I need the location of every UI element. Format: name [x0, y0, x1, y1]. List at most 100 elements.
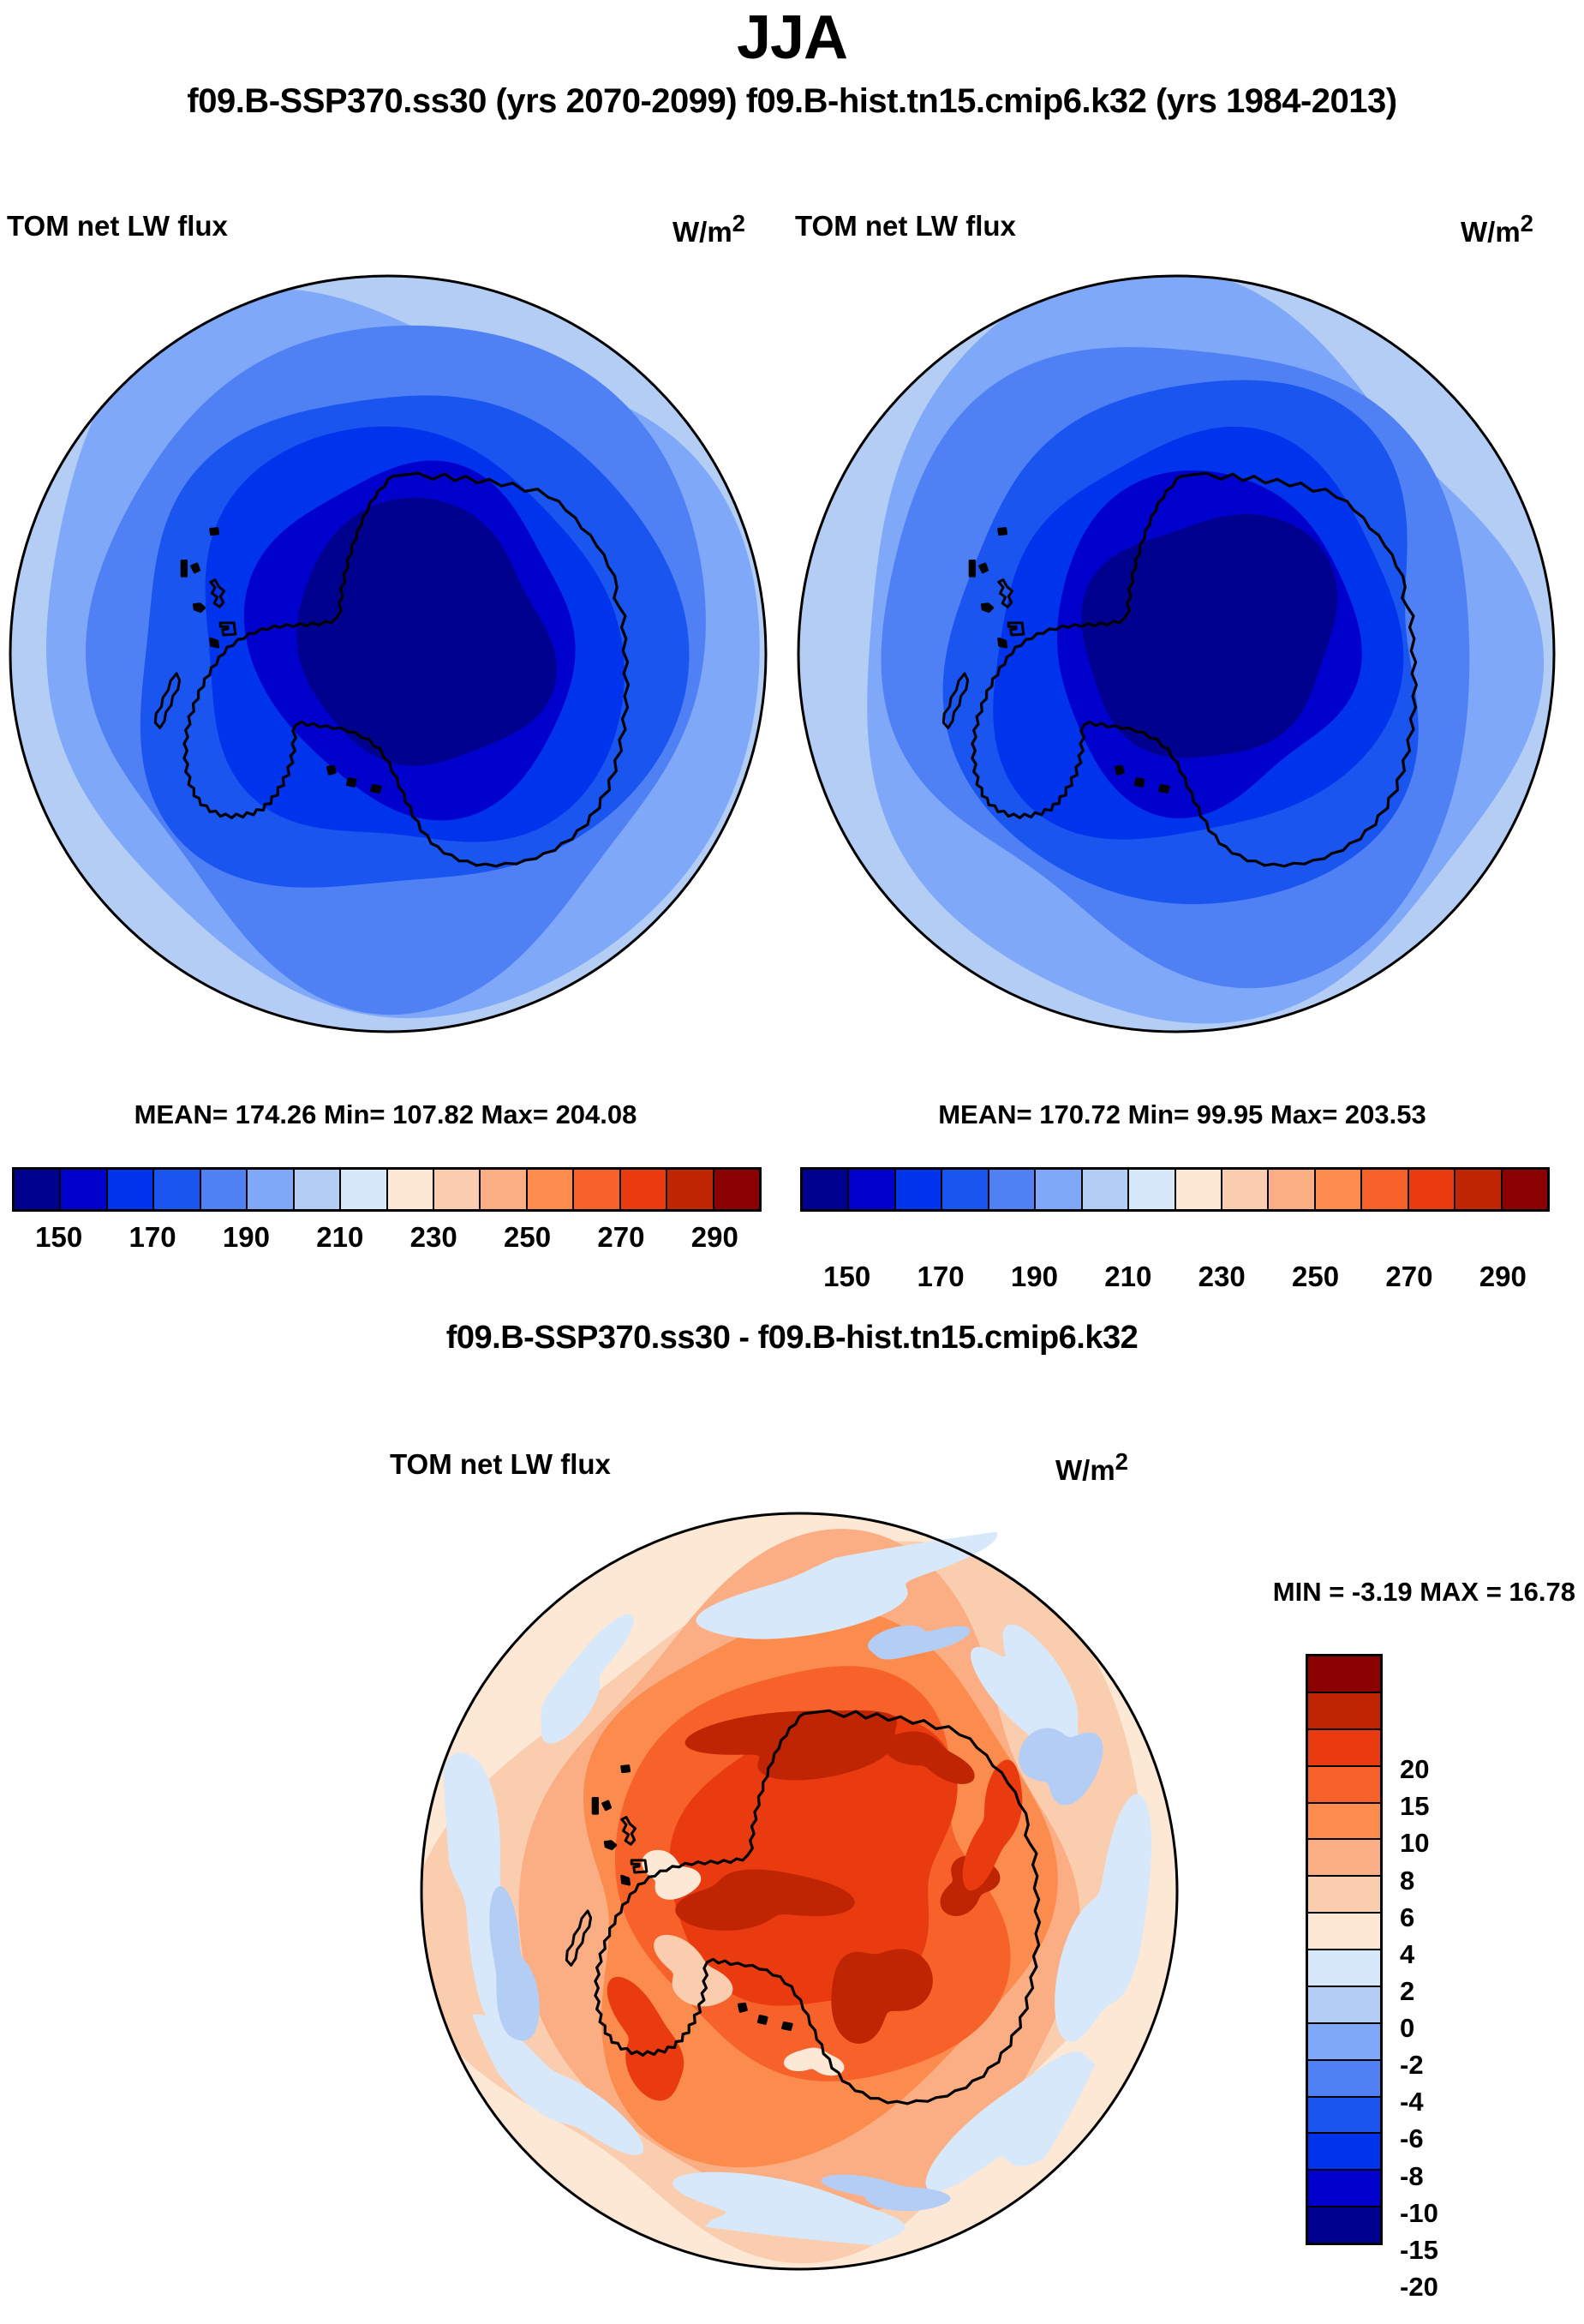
colorbar-tick-label: 150: [35, 1221, 83, 1253]
colorbar-cell: [294, 1170, 342, 1209]
colorbar-tick-label: 150: [823, 1261, 871, 1292]
colorbar-tick-label: 210: [316, 1221, 364, 1253]
colorbar-tick-label: 170: [917, 1261, 965, 1292]
difference-panel-variable-label: TOM net LW flux: [390, 1448, 611, 1480]
colorbar-tick-label: 270: [597, 1221, 645, 1253]
colorbar-tick-label: -20: [1400, 2271, 1438, 2302]
colorbar-tick-label: 190: [222, 1221, 270, 1253]
colorbar-tick-label: -8: [1400, 2160, 1424, 2191]
colorbar-cell: [433, 1170, 481, 1209]
polar-map-svg: [797, 274, 1556, 1033]
page-subtitle: f09.B-SSP370.ss30 (yrs 2070-2099) f09.B-…: [187, 82, 1397, 120]
colorbar-tick-label: -15: [1400, 2234, 1438, 2265]
colorbar-tick-label: -4: [1400, 2087, 1424, 2117]
colorbar-cell: [1308, 2060, 1380, 2098]
colorbar-tick-label: 190: [1010, 1261, 1058, 1292]
left-panel-variable-label: TOM net LW flux: [7, 210, 228, 242]
colorbar-tick-label: 210: [1104, 1261, 1152, 1292]
colorbar-cell: [1308, 1986, 1380, 2024]
colorbar-right-ticks: 150 170 190 210 230 250 270 290: [800, 1261, 1550, 1300]
colorbar-cell: [1308, 1656, 1380, 1693]
colorbar-cell: [1269, 1170, 1316, 1209]
colorbar-cell: [895, 1170, 943, 1209]
colorbar-cell: [341, 1170, 388, 1209]
colorbar-cell: [1308, 2207, 1380, 2243]
colorbar-cell: [1082, 1170, 1130, 1209]
colorbar-tick-label: 10: [1400, 1828, 1430, 1859]
colorbar-cell: [61, 1170, 108, 1209]
colorbar-cell: [989, 1170, 1037, 1209]
colorbar-tick-label: 8: [1400, 1865, 1415, 1896]
colorbar-cell: [1502, 1170, 1547, 1209]
colorbar-cell: [1308, 1729, 1380, 1767]
colorbar-tick-label: 4: [1400, 1938, 1415, 1969]
colorbar-tick-label: 0: [1400, 2013, 1415, 2043]
colorbar-cell: [1308, 1766, 1380, 1804]
colorbar-tick-label: -2: [1400, 2050, 1424, 2081]
colorbar-cell: [620, 1170, 668, 1209]
colorbar-cell: [942, 1170, 989, 1209]
left-panel-stats: MEAN= 174.26 Min= 107.82 Max= 204.08: [134, 1099, 637, 1129]
colorbar-tick-label: 270: [1385, 1261, 1433, 1292]
colorbar-cell: [849, 1170, 896, 1209]
difference-minmax-label: MIN = -3.19 MAX = 16.78: [1272, 1577, 1575, 1607]
colorbar-cell: [1036, 1170, 1083, 1209]
left-panel-unit-label: W/m2: [672, 210, 745, 249]
colorbar-cell: [1308, 1877, 1380, 1914]
colorbar-cell: [481, 1170, 528, 1209]
difference-panel-unit-label: W/m2: [1055, 1448, 1128, 1487]
colorbar-tick-label: 250: [1292, 1261, 1340, 1292]
colorbar-cell: [200, 1170, 248, 1209]
right-panel-stats: MEAN= 170.72 Min= 99.95 Max= 203.53: [938, 1099, 1426, 1129]
colorbar-cell: [574, 1170, 621, 1209]
colorbar-tick-label: 2: [1400, 1975, 1415, 2006]
colorbar-cell: [1408, 1170, 1456, 1209]
colorbar-cell: [1315, 1170, 1363, 1209]
polar-map-svg: [420, 1512, 1179, 2271]
right-panel-variable-label: TOM net LW flux: [795, 210, 1016, 242]
colorbar-cell: [1308, 1950, 1380, 1987]
colorbar-cell: [387, 1170, 434, 1209]
colorbar-tick-label: 170: [129, 1221, 176, 1253]
polar-map-svg: [9, 274, 768, 1033]
colorbar-cell: [1308, 1692, 1380, 1730]
colorbar-cell: [1175, 1170, 1222, 1209]
colorbar-tick-label: 20: [1400, 1754, 1430, 1785]
colorbar-cell: [154, 1170, 201, 1209]
map-left-ssp370: [7, 273, 769, 1035]
colorbar-tick-label: 290: [690, 1221, 738, 1253]
colorbar-tick-label: 15: [1400, 1791, 1430, 1822]
map-difference: [418, 1510, 1181, 2273]
colorbar-cell: [1308, 1840, 1380, 1878]
colorbar-cell: [803, 1170, 850, 1209]
colorbar-cell: [1308, 1803, 1380, 1841]
colorbar-difference-ticks: 20 15 10 8 6 4 2 0 -2 -4 -6 -8 -10 -15 -20: [1400, 1733, 1571, 2324]
colorbar-cell: [15, 1170, 62, 1209]
colorbar-tick-label: -10: [1400, 2197, 1438, 2228]
colorbar-cell: [1308, 2171, 1380, 2208]
colorbar-cell: [107, 1170, 155, 1209]
left-unit-text: W/m: [672, 216, 732, 248]
colorbar-left-ticks: 150 170 190 210 230 250 270 290: [12, 1221, 762, 1261]
colorbar-tick-label: 250: [504, 1221, 552, 1253]
colorbar-cell: [1362, 1170, 1409, 1209]
left-unit-exponent: 2: [732, 210, 745, 237]
colorbar-tick-label: 290: [1479, 1261, 1527, 1292]
colorbar-cell: [1308, 2097, 1380, 2135]
colorbar-cell: [667, 1170, 714, 1209]
colorbar-cell: [527, 1170, 575, 1209]
colorbar-cell: [1455, 1170, 1503, 1209]
colorbar-cell: [1308, 2134, 1380, 2171]
right-unit-exponent: 2: [1520, 210, 1533, 237]
colorbar-tick-label: 230: [409, 1221, 457, 1253]
colorbar-right-absolute: [800, 1167, 1550, 1212]
difference-panel-title: f09.B-SSP370.ss30 - f09.B-hist.tn15.cmip…: [445, 1320, 1139, 1356]
colorbar-tick-label: 6: [1400, 1902, 1415, 1932]
colorbar-tick-label: 230: [1198, 1261, 1246, 1292]
page-title: JJA: [736, 3, 848, 72]
diff-unit-exponent: 2: [1115, 1448, 1128, 1475]
colorbar-cell: [1222, 1170, 1270, 1209]
colorbar-tick-label: -6: [1400, 2123, 1424, 2154]
colorbar-left-absolute: [12, 1167, 762, 1212]
right-panel-unit-label: W/m2: [1461, 210, 1533, 249]
